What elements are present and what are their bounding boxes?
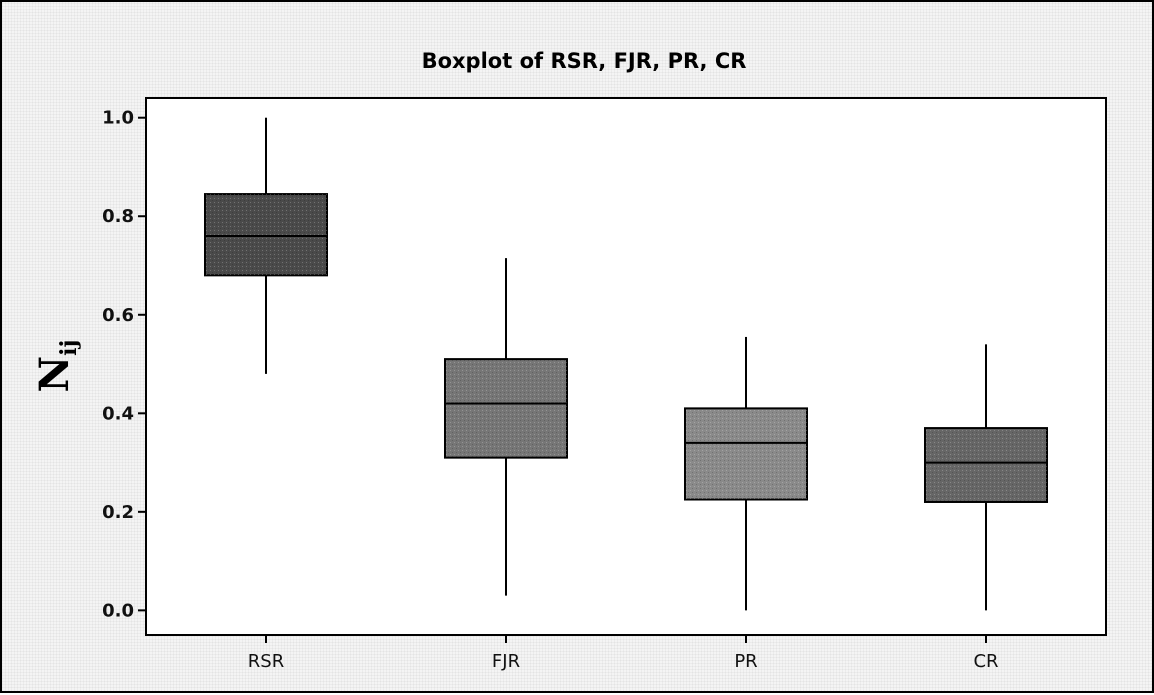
y-tick-label: 0.8 (102, 206, 134, 227)
box-rsr (204, 117, 328, 374)
box-pr (684, 336, 808, 611)
boxes-group (204, 117, 1048, 611)
y-axis-label: Nij (31, 340, 82, 393)
y-tick-label: 1.0 (102, 108, 134, 129)
iqr-box-texture (685, 408, 807, 500)
y-tick-label: 0.6 (102, 305, 134, 326)
y-tick-label: 0.2 (102, 502, 134, 523)
x-tick-label: CR (973, 651, 998, 672)
y-tick-label: 0.0 (102, 600, 134, 621)
x-tick-label: RSR (248, 651, 284, 672)
box-cr (924, 344, 1048, 611)
y-tick-label: 0.4 (102, 403, 134, 424)
chart-title: Boxplot of RSR, FJR, PR, CR (422, 49, 747, 73)
x-axis: RSR FJR PR CR (248, 635, 999, 672)
plot-area (145, 97, 1107, 636)
y-axis: 0.0 0.2 0.4 0.6 0.8 1.0 (102, 108, 146, 621)
iqr-box-texture (445, 359, 567, 458)
y-axis-label-main: N (31, 356, 78, 393)
iqr-box-texture (205, 194, 327, 276)
y-axis-label-subscript: ij (56, 340, 82, 356)
iqr-box-texture (925, 428, 1047, 502)
box-fjr (444, 258, 568, 596)
x-tick-label: FJR (492, 651, 520, 672)
x-tick-label: PR (734, 651, 757, 672)
